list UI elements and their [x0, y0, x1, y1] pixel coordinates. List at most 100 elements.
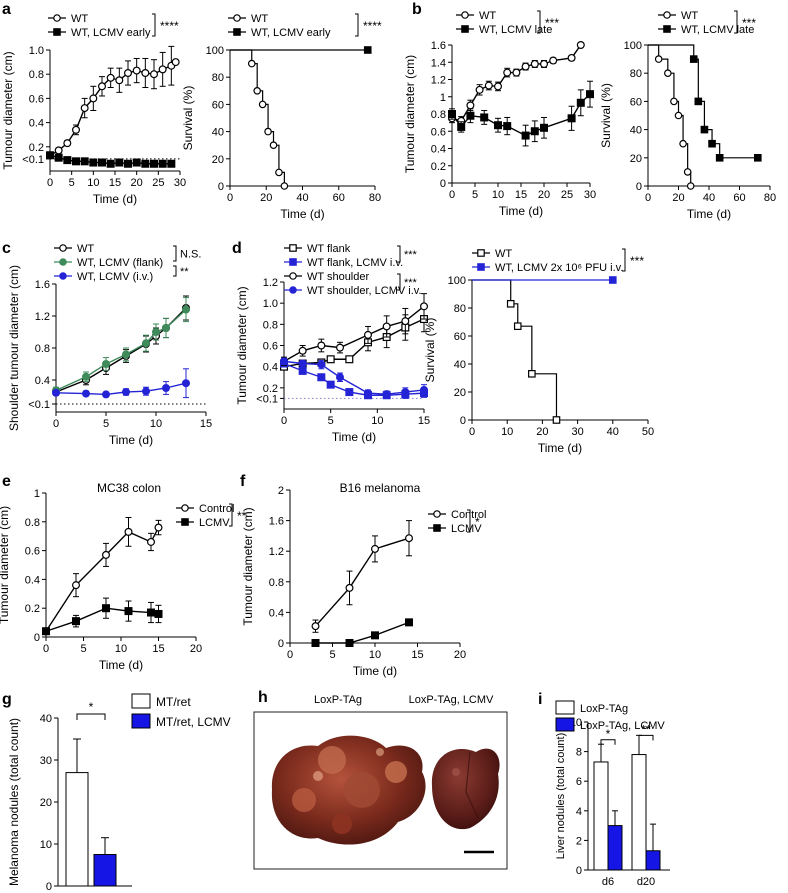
data-point	[528, 370, 536, 378]
legend-marker	[477, 249, 485, 257]
x-axis-title: Time (d)	[99, 658, 143, 672]
x-tick-label: 30	[571, 426, 583, 438]
y-tick-label: 80	[212, 72, 224, 84]
data-point	[345, 638, 354, 647]
legend-label: LoxP-TAg, LCMV	[580, 720, 665, 732]
data-point	[89, 94, 98, 103]
y-tick-label: 0	[460, 415, 466, 427]
y-tick-label: 6	[576, 776, 582, 788]
significance-label: ***	[545, 16, 559, 30]
legend-label: LCMV	[451, 523, 482, 535]
data-point	[280, 182, 289, 190]
panel-label-d: d	[232, 240, 242, 257]
x-tick-label: 5	[329, 649, 335, 661]
data-point	[503, 122, 512, 131]
legend-label: LCMV	[199, 517, 230, 529]
y-tick-label: 40	[40, 713, 52, 725]
data-point	[530, 59, 539, 68]
x-tick-label: 15	[109, 177, 121, 189]
panel-label-e: e	[2, 473, 11, 490]
y-tick-label: 60	[454, 331, 466, 343]
x-tick-label: 50	[642, 426, 654, 438]
data-point	[41, 627, 50, 636]
x-tick-label: 10	[492, 189, 504, 201]
chart-d1: d 0 5 10 15 <0.10.2 0.4 0.6 0.8 1.0 1.2 Time (d) Tum…	[232, 240, 430, 444]
y-tick-label: 20	[454, 387, 466, 399]
data-point	[708, 139, 716, 148]
data-point	[371, 544, 380, 553]
data-point	[150, 70, 159, 79]
legend-label: MT/ret, LCMV	[156, 715, 231, 729]
y-tick-label: 0	[278, 638, 284, 650]
data-point	[364, 330, 373, 339]
legend-marker	[53, 14, 61, 22]
x-tick-label: 10	[369, 649, 381, 661]
data-point	[106, 159, 115, 168]
legend-marker	[289, 244, 297, 252]
x-tick-label: 10	[87, 177, 99, 189]
significance-bracket	[229, 503, 233, 527]
y-tick-label: 100	[624, 40, 642, 52]
y-tick-label: 0.8	[25, 517, 40, 529]
data-point	[269, 141, 278, 150]
y-tick-label: <0.1	[256, 393, 278, 405]
y-tick-label: 0.4	[269, 607, 284, 619]
y-axis-title: Tumour diameter (cm)	[1, 51, 15, 169]
series-wt	[472, 279, 561, 424]
legend-marker	[59, 272, 67, 280]
data-point	[71, 125, 80, 134]
data-point	[63, 139, 72, 148]
y-tick-label: 1.2	[263, 277, 278, 289]
x-tick-label: 5	[69, 177, 75, 189]
data-point	[674, 111, 683, 120]
series-line	[45, 527, 160, 632]
data-point	[101, 604, 110, 613]
y-tick-label: 40	[630, 125, 642, 137]
chart-e: e MC38 colon 0 5 10 15 20 0 0.2 0.4 0.6 0.8 1 Time (d…	[0, 473, 247, 672]
legend-label: WT	[495, 248, 512, 260]
y-tick-label: 0.4	[431, 144, 446, 156]
y-tick-label: 0	[636, 181, 642, 193]
panel-label-c: c	[2, 240, 11, 257]
data-point	[494, 121, 503, 130]
data-point	[81, 372, 90, 381]
y-tick-label: 100	[448, 275, 466, 287]
significance-bracket	[152, 13, 156, 37]
y-tick-label: 80	[630, 68, 642, 80]
y-tick-label: 8	[576, 747, 582, 759]
y-tick-label: 20	[40, 797, 52, 809]
bar	[93, 854, 117, 887]
x-tick-label: 20	[454, 649, 466, 661]
y-tick-label: 0	[34, 632, 40, 644]
data-point	[371, 631, 380, 640]
x-tick-label: 10	[150, 418, 162, 430]
data-point	[552, 416, 561, 424]
y-tick-label: 0.6	[431, 126, 446, 138]
data-point	[336, 373, 345, 382]
x-tick-label: 20	[260, 192, 272, 204]
x-tick-label: 10	[371, 415, 383, 427]
y-tick-label: 10	[40, 839, 52, 851]
series-wt	[648, 44, 695, 190]
data-point	[585, 90, 594, 99]
data-point	[101, 390, 110, 399]
data-point	[484, 81, 493, 90]
legend-marker	[233, 14, 241, 22]
significance-bracket	[600, 739, 616, 745]
y-tick-label: 0.6	[25, 546, 40, 558]
data-point	[317, 360, 326, 369]
legend-label: WT	[681, 10, 698, 22]
y-tick-label: 2	[278, 485, 284, 497]
data-point	[264, 127, 272, 136]
data-point	[311, 622, 320, 631]
bar	[645, 850, 661, 871]
data-point	[54, 146, 63, 155]
legend-marker	[53, 28, 61, 36]
data-point	[530, 127, 539, 136]
series-wt-lcmv-early	[230, 46, 372, 54]
data-point	[576, 40, 585, 49]
y-tick-label: <0.1	[22, 154, 44, 166]
x-tick-label: 80	[369, 192, 381, 204]
y-tick-label: 1.2	[269, 546, 284, 558]
